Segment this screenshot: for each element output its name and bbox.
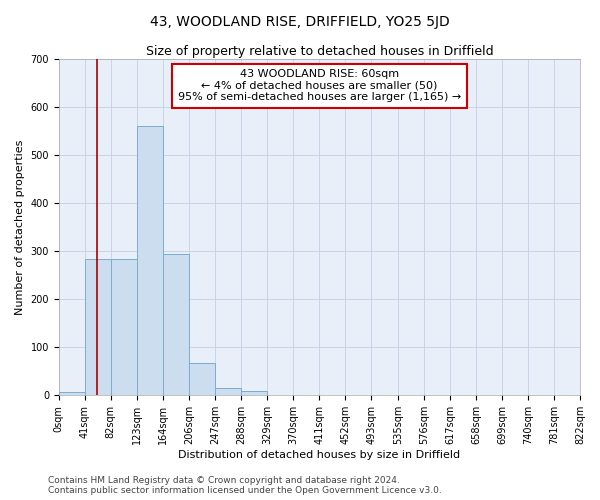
Bar	[111, 260, 137, 396]
Bar	[190, 362, 215, 396]
Text: 43 WOODLAND RISE: 60sqm
← 4% of detached houses are smaller (50)
95% of semi-det: 43 WOODLAND RISE: 60sqm ← 4% of detached…	[178, 70, 461, 102]
Text: 43, WOODLAND RISE, DRIFFIELD, YO25 5JD: 43, WOODLAND RISE, DRIFFIELD, YO25 5JD	[150, 15, 450, 29]
Bar	[163, 254, 190, 396]
Bar	[59, 392, 85, 396]
Y-axis label: Number of detached properties: Number of detached properties	[15, 140, 25, 315]
Bar	[85, 260, 111, 396]
Title: Size of property relative to detached houses in Driffield: Size of property relative to detached ho…	[146, 45, 493, 58]
X-axis label: Distribution of detached houses by size in Driffield: Distribution of detached houses by size …	[178, 450, 460, 460]
Bar	[215, 388, 241, 396]
Bar	[241, 390, 268, 396]
Text: Contains HM Land Registry data © Crown copyright and database right 2024.
Contai: Contains HM Land Registry data © Crown c…	[48, 476, 442, 495]
Bar	[137, 126, 163, 396]
